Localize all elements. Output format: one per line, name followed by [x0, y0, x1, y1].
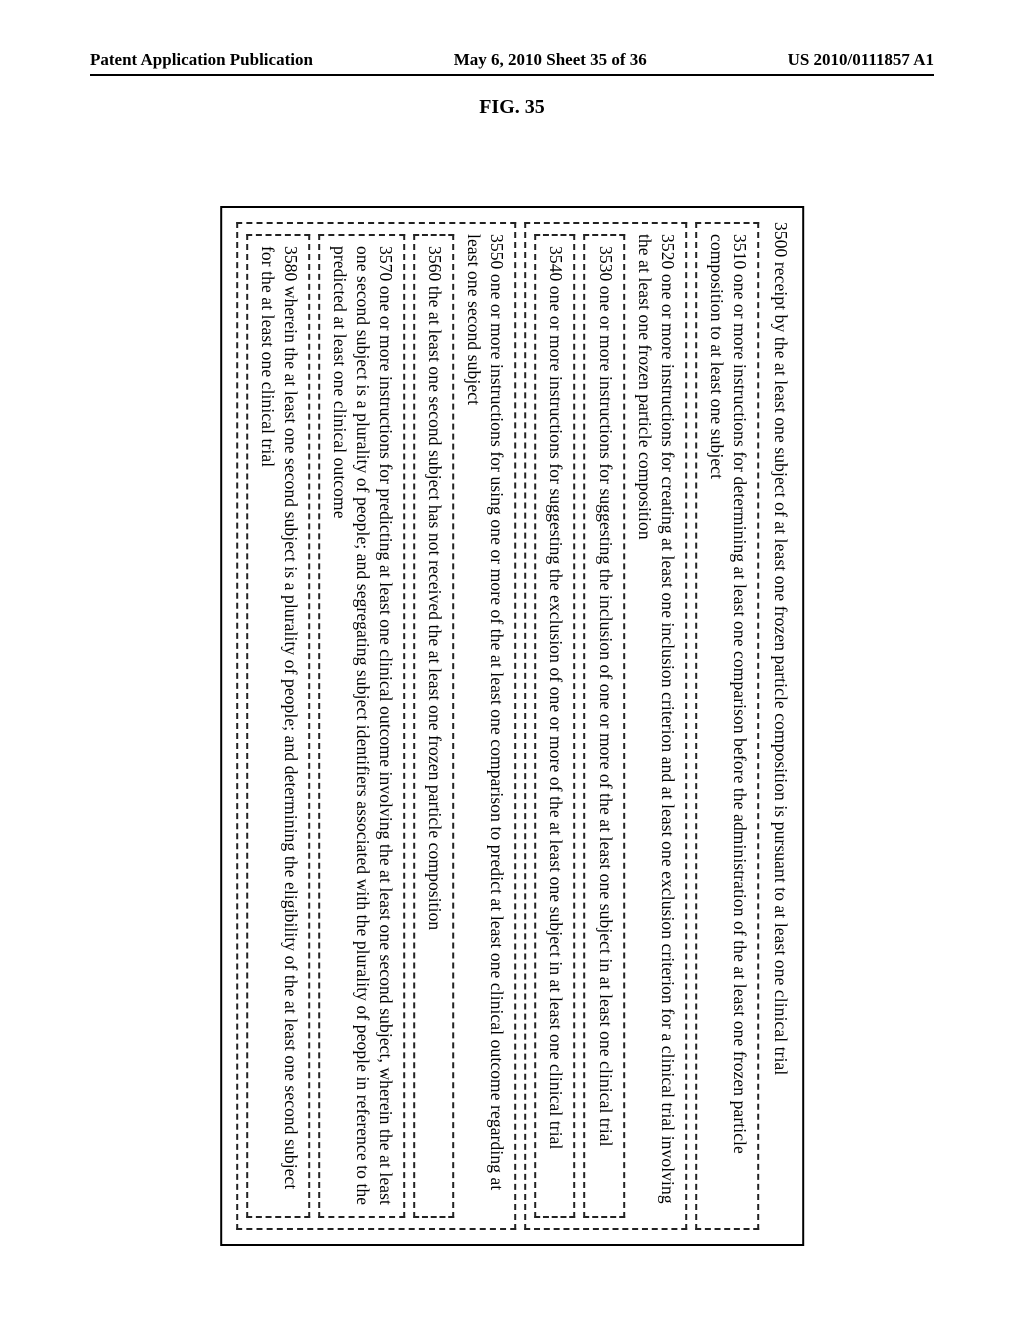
claim-box-3520: 3520 one or more instructions for creati…: [525, 222, 687, 1230]
claim-3500-text: 3500 receipt by the at least one subject…: [769, 222, 792, 1230]
claim-3580-text: 3580 wherein the at least one second sub…: [258, 246, 301, 1189]
claim-3540-text: 3540 one or more instructions for sugges…: [547, 246, 567, 1150]
claim-box-3550: 3550 one or more instructions for using …: [236, 222, 517, 1230]
claim-box-3500: 3500 receipt by the at least one subject…: [220, 206, 804, 1246]
figure-content: 3500 receipt by the at least one subject…: [220, 206, 804, 1246]
header-center: May 6, 2010 Sheet 35 of 36: [454, 50, 647, 70]
claim-box-3560: 3560 the at least one second subject has…: [413, 234, 454, 1218]
claim-3550-text: 3550 one or more instructions for using …: [464, 234, 507, 1190]
claim-3520-text: 3520 one or more instructions for creati…: [635, 234, 678, 1204]
claim-box-3570: 3570 one or more instructions for predic…: [318, 234, 405, 1218]
claim-3560-text: 3560 the at least one second subject has…: [425, 246, 445, 930]
claim-3570-text: 3570 one or more instructions for predic…: [330, 246, 396, 1205]
claim-box-3510: 3510 one or more instructions for determ…: [695, 222, 759, 1230]
claim-box-3580: 3580 wherein the at least one second sub…: [246, 234, 310, 1218]
header-left: Patent Application Publication: [90, 50, 313, 70]
header-right: US 2010/0111857 A1: [788, 50, 934, 70]
claim-3530-text: 3530 one or more instructions for sugges…: [596, 246, 616, 1147]
claim-box-3540: 3540 one or more instructions for sugges…: [535, 234, 576, 1218]
page-header: Patent Application Publication May 6, 20…: [90, 50, 934, 76]
claim-box-3530: 3530 one or more instructions for sugges…: [584, 234, 625, 1218]
claim-3510-text: 3510 one or more instructions for determ…: [707, 234, 750, 1154]
figure-label: FIG. 35: [90, 96, 934, 119]
